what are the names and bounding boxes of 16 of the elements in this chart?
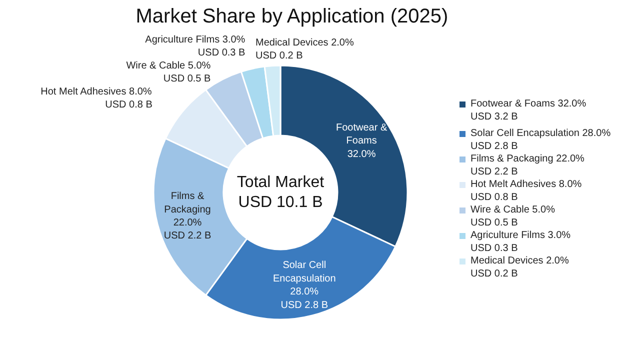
data-label: Solar Cell Encapsulation 28.0% USD 2.8 B: [272, 260, 336, 311]
data-label: Agriculture Films 3.0% USD 0.3 B: [145, 34, 246, 59]
legend-label: Solar Cell Encapsulation 28.0% USD 2.8 B: [470, 128, 611, 152]
legend-label: Wire & Cable 5.0% USD 0.5 B: [470, 204, 556, 228]
chart-title: Market Share by Application (2025): [136, 6, 448, 28]
data-label: Wire & Cable 5.0% USD 0.5 B: [126, 60, 212, 85]
text: Total Market USD 10.1 B: [236, 174, 325, 211]
data-label: Hot Melt Adhesives 8.0% USD 0.8 B: [40, 86, 153, 111]
legend-label: Hot Melt Adhesives 8.0% USD 0.8 B: [470, 179, 582, 203]
data-label: Films & Packaging 22.0% USD 2.2 B: [164, 191, 212, 242]
legend-label: Films & Packaging 22.0% USD 2.2 B: [470, 154, 585, 178]
legend-label: Agriculture Films 3.0% USD 0.3 B: [470, 230, 571, 254]
data-label: Medical Devices 2.0% USD 0.2 B: [256, 37, 354, 62]
data-label: Footwear & Foams 32.0%: [336, 122, 388, 160]
legend-label: Footwear & Foams 32.0% USD 3.2 B: [470, 98, 586, 122]
legend-label: Medical Devices 2.0% USD 0.2 B: [470, 256, 569, 280]
